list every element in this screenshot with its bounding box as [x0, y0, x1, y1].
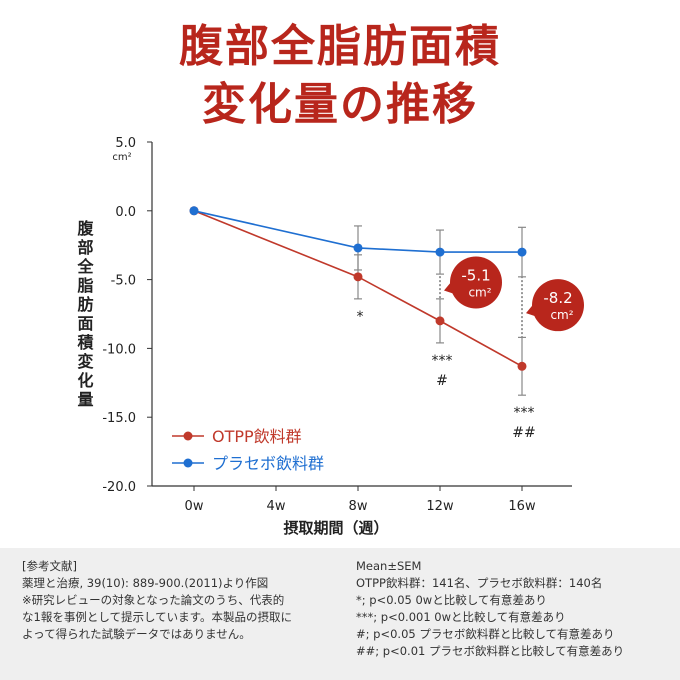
x-tick-label: 4w [267, 499, 286, 514]
stats-line-1: Mean±SEM [356, 559, 422, 573]
series-line-1 [193, 210, 523, 367]
footer-notes: [参考文献] 薬理と治療, 39(10): 889-900.(2011)より作図 ※… [0, 548, 680, 680]
significance-mark: *** [432, 353, 453, 369]
footer-reference: [参考文献] 薬理と治療, 39(10): 889-900.(2011)より作図 ※… [22, 558, 312, 643]
footer-statistics: Mean±SEM OTPP飲料群：141名、プラセボ飲料群：140名 *; p<0.… [356, 558, 676, 660]
stats-line-2: OTPP飲料群：141名、プラセボ飲料群：140名 [356, 576, 603, 590]
x-axis-label: 摂取期間（週） [283, 519, 388, 537]
stats-line-5: #; p<0.05 プラセボ飲料群と比較して有意差あり [356, 627, 615, 641]
y-tick-label: -5.0 [111, 274, 136, 289]
difference-badge [532, 279, 584, 332]
reference-line-4: な1報を事例として提示しています。本製品の摂取に [22, 610, 292, 624]
data-point [435, 316, 445, 326]
y-tick-label: -10.0 [102, 342, 136, 357]
y-tick-label: 0.0 [115, 205, 136, 220]
y-tick-label: -20.0 [102, 480, 136, 495]
legend-label: OTPP飲料群 [212, 427, 302, 446]
x-tick-label: 8w [349, 499, 368, 514]
significance-mark: # [436, 373, 448, 389]
significance-mark: * [357, 309, 364, 325]
significance-mark: ## [512, 425, 535, 441]
y-tick-label: 5.0 [115, 136, 136, 151]
difference-badge-value: -8.2 [543, 289, 572, 307]
x-tick-label: 16w [508, 499, 536, 514]
data-point [189, 206, 199, 216]
y-axis-unit: cm² [112, 152, 131, 163]
chart-title: 腹部全脂肪面積 変化量の推移 [0, 18, 680, 134]
stats-line-3: *; p<0.05 0wと比較して有意差あり [356, 593, 547, 607]
stats-line-6: ##; p<0.01 プラセボ飲料群と比較して有意差あり [356, 644, 625, 658]
reference-line-1: [参考文献] [22, 559, 77, 573]
legend-label: プラセボ飲料群 [212, 454, 324, 473]
data-point [435, 247, 445, 257]
reference-line-2: 薬理と治療, 39(10): 889-900.(2011)より作図 [22, 576, 269, 590]
reference-line-3: ※研究レビューの対象となった論文のうち、代表的 [22, 593, 285, 607]
x-tick-label: 12w [426, 499, 454, 514]
legend-marker [183, 431, 193, 441]
data-point [517, 247, 527, 257]
legend-marker [183, 458, 193, 468]
data-point [353, 272, 363, 282]
difference-badge [450, 256, 502, 309]
reference-line-5: よって得られた試験データではありません。 [22, 627, 251, 641]
stats-line-4: ***; p<0.001 0wと比較して有意差あり [356, 610, 566, 624]
y-axis-label: 腹部全脂肪面積変化量 [75, 219, 95, 410]
significance-mark: *** [514, 405, 535, 421]
difference-badge-unit: cm² [550, 308, 573, 322]
series-line-2 [193, 210, 522, 253]
title-line-2: 変化量の推移 [202, 79, 478, 130]
title-line-1: 腹部全脂肪面積 [179, 21, 501, 72]
difference-badge-unit: cm² [468, 285, 491, 299]
chart: 5.0 0.0 -5.0 -10.0 -15.0 -20.0 cm² 0w 4w 8w 12w 16w… [75, 136, 584, 537]
difference-badge-value: -5.1 [461, 266, 490, 284]
y-tick-label: -15.0 [102, 411, 136, 426]
x-tick-label: 0w [185, 499, 204, 514]
data-point [517, 361, 527, 371]
data-point [353, 243, 363, 253]
